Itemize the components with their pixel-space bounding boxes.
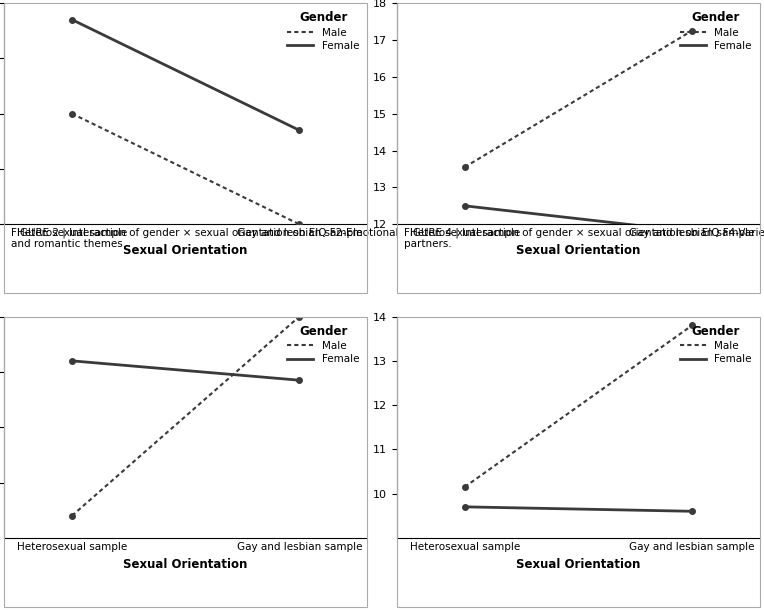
X-axis label: Sexual Orientation: Sexual Orientation: [516, 558, 640, 570]
Legend: Male, Female: Male, Female: [677, 9, 755, 54]
Text: FIGURE 4 | Interaction of gender × sexual orientation on EIQ F4-Variety of
partn: FIGURE 4 | Interaction of gender × sexua…: [404, 228, 764, 249]
Legend: Male, Female: Male, Female: [677, 322, 755, 367]
X-axis label: Sexual Orientation: Sexual Orientation: [516, 244, 640, 257]
X-axis label: Sexual Orientation: Sexual Orientation: [124, 558, 248, 570]
Text: FIGURE 2 | Interaction of gender × sexual orientation on EIQ F2-Emotional
and ro: FIGURE 2 | Interaction of gender × sexua…: [11, 228, 399, 249]
Legend: Male, Female: Male, Female: [284, 322, 362, 367]
X-axis label: Sexual Orientation: Sexual Orientation: [124, 244, 248, 257]
Legend: Male, Female: Male, Female: [284, 9, 362, 54]
